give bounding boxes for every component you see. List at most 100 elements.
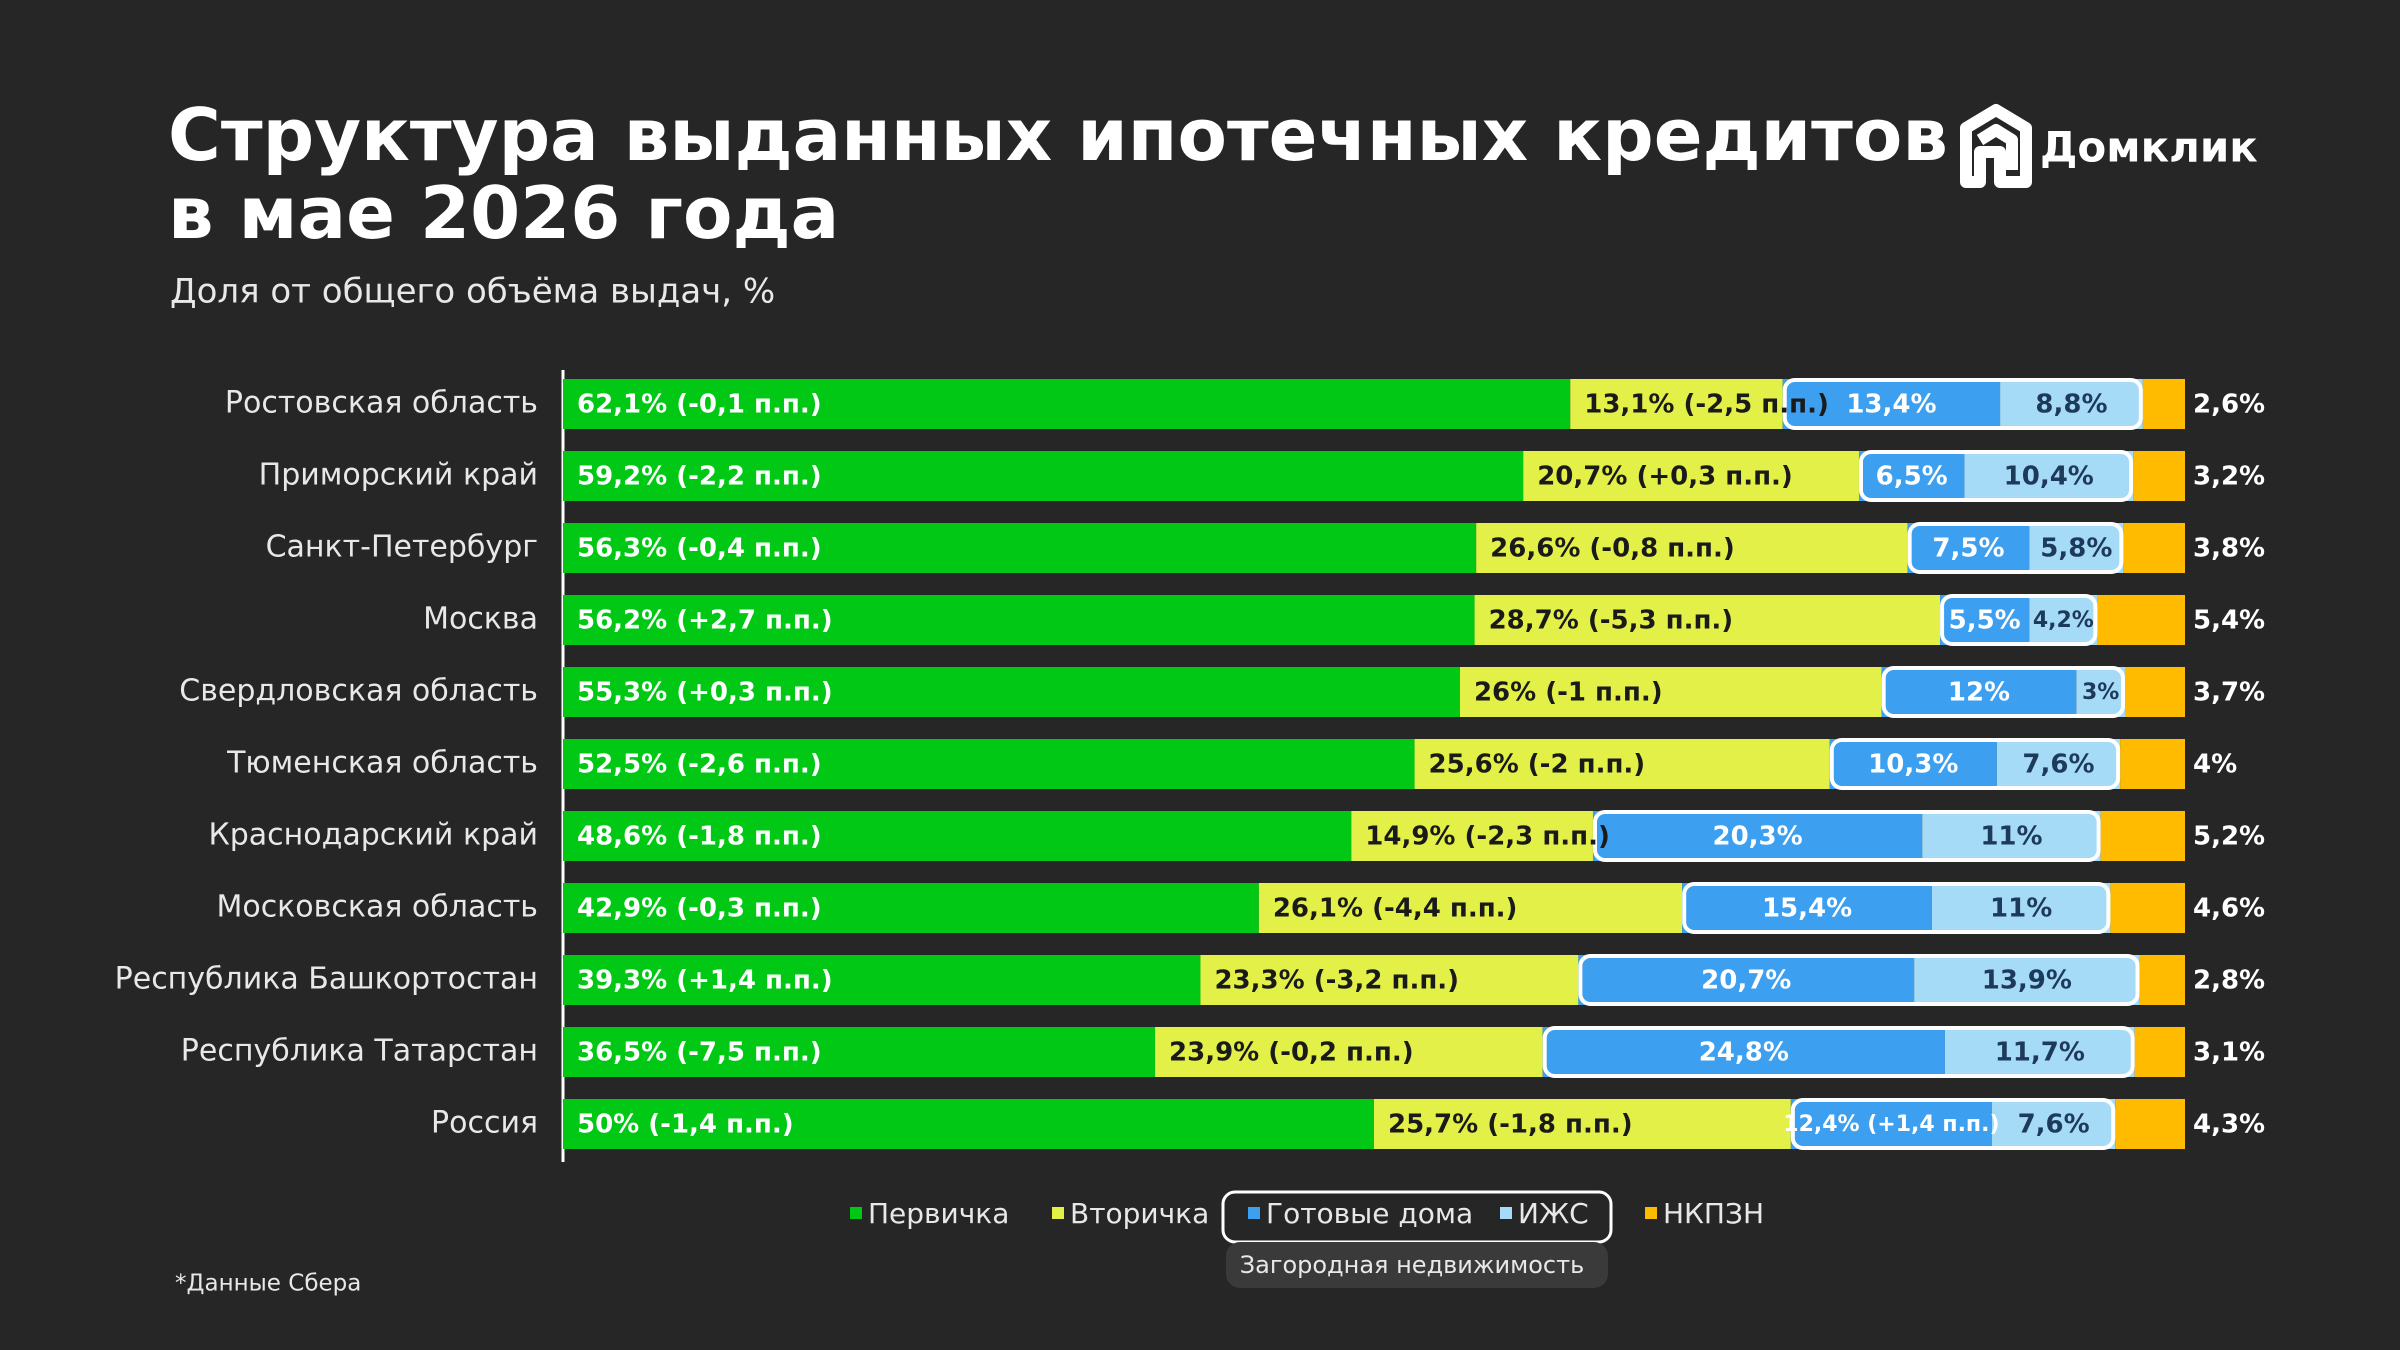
group-outline bbox=[1940, 594, 2098, 646]
category-label: Московская область bbox=[216, 890, 538, 925]
group-outline bbox=[1790, 1098, 2116, 1150]
category-label: Свердловская область bbox=[179, 674, 538, 709]
category-label: Краснодарский край bbox=[208, 818, 538, 853]
value-label: 15,4% bbox=[1762, 894, 1852, 924]
value-label: 62,1% (-0,1 п.п.) bbox=[577, 390, 822, 420]
bar-segment bbox=[1542, 1027, 1945, 1077]
bar-segment bbox=[1931, 883, 2111, 933]
value-label: 7,5% bbox=[1932, 534, 2004, 564]
value-label: 5,8% bbox=[2040, 534, 2112, 564]
value-label: 6,5% bbox=[1876, 462, 1948, 492]
value-label: 55,3% (+0,3 п.п.) bbox=[577, 678, 833, 708]
value-label: 42,9% (-0,3 п.п.) bbox=[577, 894, 822, 924]
bar-segment bbox=[1858, 451, 1965, 501]
bar-segment bbox=[2029, 595, 2098, 645]
bar-segment bbox=[563, 595, 1475, 645]
value-label: 2,6% bbox=[2193, 390, 2265, 420]
bars: Ростовская область 62,1% (-0,1 п.п.) 13,1%… bbox=[115, 378, 2265, 1150]
value-label: 26,6% (-0,8 п.п.) bbox=[1490, 534, 1735, 564]
category-label: Республика Башкортостан bbox=[115, 962, 538, 997]
bar-segment bbox=[563, 811, 1352, 861]
legend-swatch bbox=[1248, 1207, 1260, 1219]
bar-segment bbox=[563, 523, 1477, 573]
bar-segment bbox=[2134, 1027, 2185, 1077]
bar-segment bbox=[2097, 595, 2185, 645]
value-label: 5,5% bbox=[1949, 606, 2021, 636]
bar-segment bbox=[2000, 379, 2143, 429]
group-outline bbox=[1578, 954, 2140, 1006]
bar-segment bbox=[2110, 883, 2185, 933]
value-label: 50% (-1,4 п.п.) bbox=[577, 1110, 794, 1140]
bar-segment bbox=[1592, 811, 1923, 861]
legend-swatch bbox=[1645, 1207, 1657, 1219]
value-label: 13,9% bbox=[1982, 966, 2072, 996]
bar-segment bbox=[1881, 667, 2077, 717]
group-outline bbox=[1907, 522, 2124, 574]
value-label: 3,8% bbox=[2193, 534, 2265, 564]
value-label: 3,7% bbox=[2193, 678, 2265, 708]
bar-segment bbox=[1940, 595, 2030, 645]
bar-segment bbox=[563, 1099, 1374, 1149]
value-label: 28,7% (-5,3 п.п.) bbox=[1489, 606, 1734, 636]
bar-segment bbox=[1682, 883, 1932, 933]
bar-segment bbox=[563, 451, 1524, 501]
bar-segment bbox=[1790, 1099, 1992, 1149]
bar-segment bbox=[1922, 811, 2101, 861]
legend-swatch bbox=[850, 1207, 862, 1219]
bar-segment bbox=[2115, 1099, 2185, 1149]
bar-segment bbox=[2142, 379, 2185, 429]
value-label: 20,3% bbox=[1713, 822, 1803, 852]
group-outline bbox=[1682, 882, 2111, 934]
legend-group-label: Загородная недвижимость bbox=[1240, 1251, 1584, 1279]
value-label: 8,8% bbox=[2035, 390, 2107, 420]
value-label: 52,5% (-2,6 п.п.) bbox=[577, 750, 822, 780]
value-label: 13,4% bbox=[1846, 390, 1936, 420]
bar-segment bbox=[1374, 1099, 1791, 1149]
bar-segment bbox=[1996, 739, 2121, 789]
bar-segment bbox=[2139, 955, 2185, 1005]
legend-group-caption-bg bbox=[1226, 1242, 1608, 1288]
bar-segment bbox=[2120, 739, 2185, 789]
category-label: Приморский край bbox=[259, 458, 538, 493]
category-label: Республика Татарстан bbox=[181, 1034, 538, 1069]
bar-segment bbox=[563, 379, 1571, 429]
value-label: 3% bbox=[2082, 680, 2119, 705]
category-label: Москва bbox=[423, 602, 538, 637]
legend-label: Вторичка bbox=[1070, 1197, 1209, 1230]
chart-title: Структура выданных ипотечных кредитов в … bbox=[168, 93, 1973, 255]
value-label: 10,3% bbox=[1868, 750, 1958, 780]
bar-segment bbox=[1570, 379, 1783, 429]
category-label: Ростовская область bbox=[225, 386, 538, 421]
value-label: 4,6% bbox=[2193, 894, 2265, 924]
legend-label: Первичка bbox=[868, 1197, 1009, 1230]
value-label: 39,3% (+1,4 п.п.) bbox=[577, 966, 833, 996]
legend-swatch bbox=[1052, 1207, 1064, 1219]
bar-segment bbox=[1914, 955, 2140, 1005]
bar-segment bbox=[2124, 667, 2185, 717]
value-label: 4,3% bbox=[2193, 1110, 2265, 1140]
value-label: 11,7% bbox=[1995, 1038, 2085, 1068]
category-label: Россия bbox=[431, 1106, 538, 1141]
value-label: 25,6% (-2 п.п.) bbox=[1429, 750, 1646, 780]
value-label: 12% bbox=[1948, 678, 2010, 708]
value-label: 59,2% (-2,2 п.п.) bbox=[577, 462, 822, 492]
bar-segment bbox=[1258, 883, 1683, 933]
group-outline bbox=[1881, 666, 2125, 718]
bar-segment bbox=[1200, 955, 1579, 1005]
value-label: 48,6% (-1,8 п.п.) bbox=[577, 822, 822, 852]
bar-segment bbox=[1964, 451, 2134, 501]
bar-segment bbox=[2029, 523, 2124, 573]
legend-label: ИЖС bbox=[1518, 1197, 1589, 1230]
value-label: 14,9% (-2,3 п.п.) bbox=[1365, 822, 1610, 852]
bar-segment bbox=[563, 883, 1259, 933]
value-label: 23,9% (-0,2 п.п.) bbox=[1169, 1038, 1414, 1068]
value-label: 11% bbox=[1990, 894, 2052, 924]
value-label: 11% bbox=[1980, 822, 2042, 852]
title-line: Структура выданных ипотечных кредитов bbox=[168, 93, 1948, 177]
group-outline bbox=[1829, 738, 2121, 790]
value-label: 23,3% (-3,2 п.п.) bbox=[1214, 966, 1459, 996]
value-label: 4,2% bbox=[2033, 608, 2094, 633]
group-outline bbox=[1782, 378, 2143, 430]
bar-segment bbox=[563, 955, 1201, 1005]
